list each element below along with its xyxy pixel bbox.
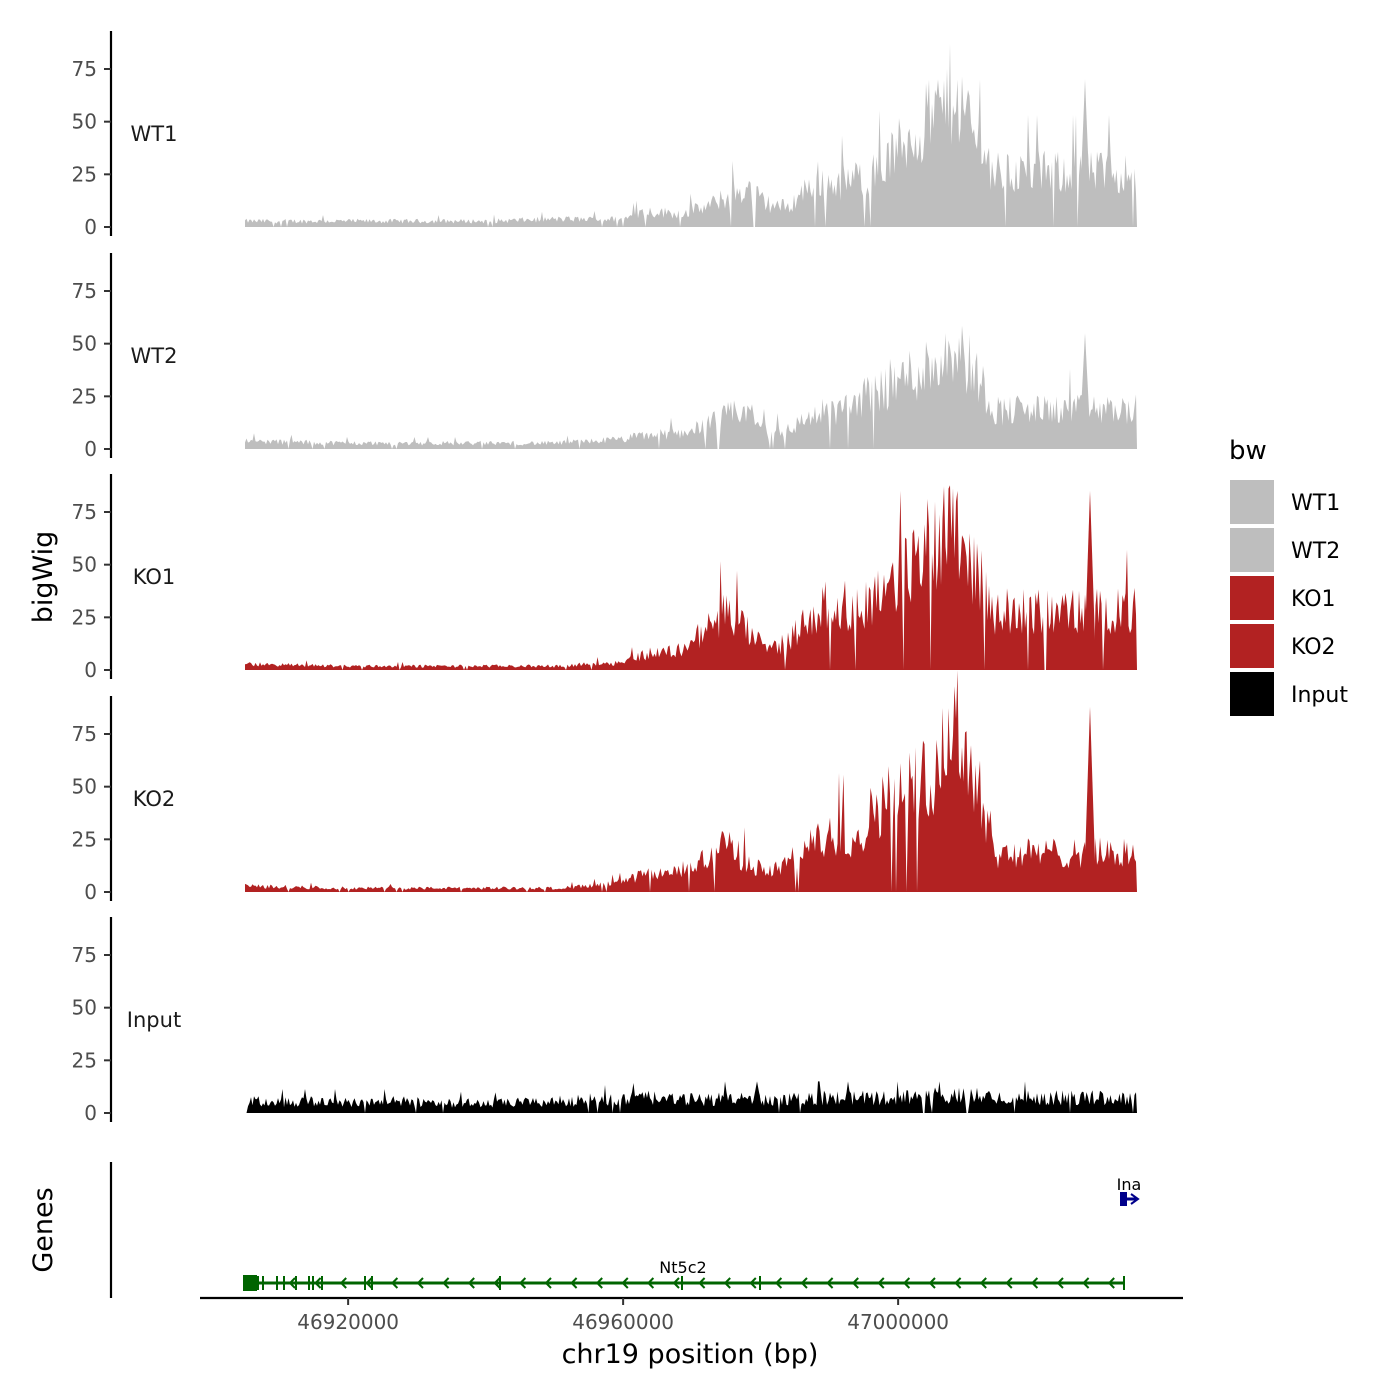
y-tick-label: 0 — [84, 658, 97, 682]
y-tick-label: 75 — [72, 943, 97, 967]
coverage-peak-wt1 — [1079, 79, 1091, 228]
coverage-peak-ko1 — [1084, 490, 1096, 670]
legend-key-input — [1230, 672, 1274, 716]
y-tick-label: 25 — [72, 1048, 97, 1072]
coverage-area-input — [245, 1081, 1137, 1113]
x-tick-label: 47000000 — [847, 1310, 949, 1334]
x-axis-title: chr19 position (bp) — [562, 1339, 819, 1370]
track-wt1: 0 25 50 75 WT1 — [72, 31, 1137, 239]
gene-nt5c2-strand-arrow — [954, 1277, 962, 1289]
y-axis-title: bigWig — [28, 531, 59, 624]
y-tick-label: 75 — [72, 279, 97, 303]
track-wt2: 0 25 50 75 WT2 — [72, 253, 1137, 461]
coverage-peak-input — [751, 1081, 763, 1113]
x-axis: 46920000 46960000 47000000 chr19 position … — [200, 1296, 1183, 1370]
gene-nt5c2-strand-arrow — [518, 1277, 527, 1289]
gene-nt5c2-strand-arrow — [493, 1277, 501, 1289]
gene-nt5c2-strand-arrow — [826, 1277, 834, 1289]
y-tick-label: 50 — [72, 110, 97, 134]
gene-ina-strand-arrow — [1130, 1193, 1140, 1205]
legend-key-wt1 — [1230, 480, 1274, 524]
gene-nt5c2-strand-arrow — [1030, 1277, 1039, 1289]
legend-key-ko1 — [1230, 576, 1274, 620]
track-input: 0 25 50 75 Input — [72, 917, 1137, 1125]
coverage-peak-ko2 — [1084, 706, 1096, 892]
gene-nt5c2-strand-arrow — [800, 1277, 808, 1289]
gene-nt5c2-strand-arrow — [672, 1277, 680, 1289]
gene-nt5c2-strand-arrow — [595, 1277, 603, 1289]
legend: bw WT1 WT2 KO1 KO2 Input — [1229, 436, 1348, 716]
gene-nt5c2-strand-arrow — [288, 1277, 296, 1289]
gene-nt5c2-strand-arrow — [365, 1277, 373, 1289]
gene-nt5c2-strand-arrow — [877, 1277, 885, 1289]
y-tick-label: 50 — [72, 332, 97, 356]
y-tick-label: 50 — [72, 996, 97, 1020]
gene-nt5c2-strand-arrow — [698, 1277, 706, 1289]
gene-nt5c2-strand-arrow — [774, 1277, 783, 1289]
y-tick-label: 0 — [84, 880, 97, 904]
track-ko2: 0 25 50 75 KO2 — [72, 670, 1137, 904]
coverage-area-wt1 — [245, 43, 1137, 228]
gene-nt5c2-strand-arrow — [646, 1277, 655, 1289]
gene-nt5c2-strand-arrow — [749, 1277, 757, 1289]
gene-nt5c2-strand-arrow — [442, 1277, 450, 1289]
gene-label-nt5c2: Nt5c2 — [659, 1258, 706, 1277]
gene-nt5c2-utr — [243, 1275, 257, 1291]
legend-label-wt1: WT1 — [1291, 491, 1340, 516]
gene-nt5c2-strand-arrow — [544, 1277, 552, 1289]
y-tick-label: 25 — [72, 162, 97, 186]
y-tick-label: 50 — [72, 553, 97, 577]
track-panels: 0 25 50 75 WT1 0 25 50 75 WT2 0 25 50 75 KO1 0 25 50 75 KO2… — [72, 31, 1137, 1125]
gene-nt5c2-strand-arrow — [1107, 1277, 1115, 1289]
track-label-wt1: WT1 — [131, 122, 178, 146]
y-tick-label: 75 — [72, 500, 97, 524]
x-tick-label: 46920000 — [297, 1310, 399, 1334]
gene-nt5c2-strand-arrow — [339, 1277, 347, 1289]
gene-nt5c2-strand-arrow — [851, 1277, 859, 1289]
legend-label-wt2: WT2 — [1291, 539, 1340, 564]
gene-nt5c2-strand-arrow — [928, 1277, 936, 1289]
gene-nt5c2-strand-arrow — [1005, 1277, 1013, 1289]
track-label-wt2: WT2 — [131, 344, 178, 368]
y-tick-label: 50 — [72, 775, 97, 799]
track-ko1: 0 25 50 75 KO1 — [72, 474, 1137, 682]
y-tick-label: 25 — [72, 605, 97, 629]
gene-nt5c2-strand-arrow — [1056, 1277, 1064, 1289]
legend-label-ko1: KO1 — [1291, 587, 1336, 612]
legend-label-input: Input — [1291, 683, 1348, 708]
coverage-area-wt2 — [245, 325, 1137, 449]
legend-key-ko2 — [1230, 624, 1274, 668]
genes-panel: Nt5c2 Ina — [109, 1162, 1142, 1298]
y-tick-label: 0 — [84, 437, 97, 461]
y-tick-label: 75 — [72, 57, 97, 81]
track-label-ko1: KO1 — [133, 565, 176, 589]
y-tick-label: 25 — [72, 827, 97, 851]
x-tick-label: 46960000 — [572, 1310, 674, 1334]
track-label-input: Input — [127, 1008, 181, 1032]
gene-label-ina: Ina — [1117, 1175, 1142, 1194]
y-tick-label: 75 — [72, 722, 97, 746]
y-tick-label: 25 — [72, 384, 97, 408]
gene-nt5c2-strand-arrow — [416, 1277, 424, 1289]
gene-nt5c2-strand-arrow — [570, 1277, 578, 1289]
gene-nt5c2-strand-arrow — [979, 1277, 987, 1289]
gene-nt5c2-strand-arrow — [390, 1277, 399, 1289]
gene-nt5c2-strand-arrow — [1082, 1277, 1090, 1289]
legend-label-ko2: KO2 — [1291, 635, 1336, 660]
coverage-area-ko1 — [245, 485, 1137, 670]
gene-nt5c2-strand-arrow — [314, 1277, 322, 1289]
coverage-area-ko2 — [245, 670, 1137, 892]
gene-nt5c2-strand-arrow — [621, 1277, 629, 1289]
legend-key-wt2 — [1230, 528, 1274, 572]
genes-axis-title: Genes — [28, 1187, 59, 1272]
y-tick-label: 0 — [84, 1101, 97, 1125]
gene-nt5c2-strand-arrow — [902, 1277, 911, 1289]
coverage-peak-wt2 — [1079, 333, 1091, 449]
legend-title: bw — [1229, 436, 1267, 466]
y-tick-label: 0 — [84, 215, 97, 239]
gene-nt5c2-strand-arrow — [723, 1277, 731, 1289]
track-label-ko2: KO2 — [133, 787, 176, 811]
gene-nt5c2-strand-arrow — [467, 1277, 475, 1289]
